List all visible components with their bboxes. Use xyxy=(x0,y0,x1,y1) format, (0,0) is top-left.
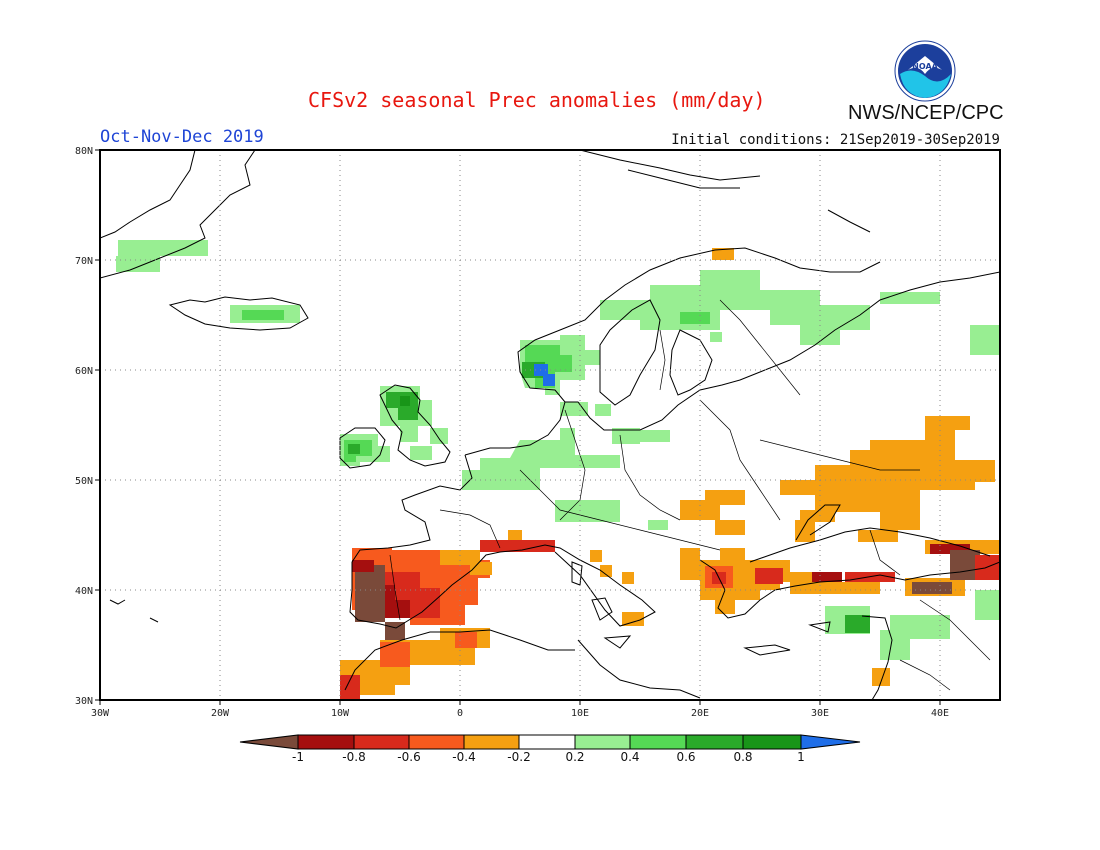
colorbar-label: -0.6 xyxy=(397,750,421,764)
colorbar-label: -1 xyxy=(292,750,304,764)
lon-label-30e: 30E xyxy=(811,708,829,719)
lat-label-60n: 60N xyxy=(75,366,93,377)
noaa-logo: NOAA xyxy=(894,40,956,102)
colorbar-label: 0.6 xyxy=(676,750,696,764)
tick-marks xyxy=(95,149,941,705)
colorbar-label: -0.8 xyxy=(342,750,366,764)
colorbar xyxy=(239,734,861,750)
lat-label-80n: 80N xyxy=(75,146,93,157)
colorbar-label: -0.4 xyxy=(452,750,476,764)
colorbar-swatch xyxy=(463,734,520,750)
country-borders xyxy=(389,299,991,691)
colorbar-swatch xyxy=(518,734,576,750)
season-label: Oct-Nov-Dec 2019 xyxy=(100,127,264,147)
lon-label-40e: 40E xyxy=(931,708,949,719)
logo-text: NOAA xyxy=(912,62,938,71)
lon-label-0: 0 xyxy=(457,708,463,719)
colorbar-swatch xyxy=(742,734,802,750)
colorbar-label: -0.2 xyxy=(507,750,531,764)
colorbar-arrow-low xyxy=(239,734,299,750)
colorbar-label: 0.8 xyxy=(733,750,753,764)
map-frame xyxy=(99,149,1001,701)
lon-label-30w: 30W xyxy=(91,708,110,719)
lat-label-30n: 30N xyxy=(75,696,93,707)
colorbar-swatch xyxy=(353,734,410,750)
colorbar-arrow-high xyxy=(800,734,861,750)
initial-conditions-label: Initial conditions: 21Sep2019-30Sep2019 xyxy=(671,132,1000,148)
agency-label: NWS/NCEP/CPC xyxy=(848,102,1004,124)
graticule xyxy=(100,150,1000,700)
colorbar-swatch xyxy=(408,734,465,750)
coastlines xyxy=(100,150,1000,700)
map-title: CFSv2 seasonal Prec anomalies (mm/day) xyxy=(308,88,766,112)
lat-label-40n: 40N xyxy=(75,586,93,597)
lon-label-20e: 20E xyxy=(691,708,709,719)
lon-label-10e: 10E xyxy=(571,708,589,719)
colorbar-swatch xyxy=(574,734,631,750)
lon-label-20w: 20W xyxy=(211,708,230,719)
lat-label-50n: 50N xyxy=(75,476,93,487)
lon-label-10w: 10W xyxy=(331,708,350,719)
colorbar-label: 0.2 xyxy=(565,750,585,764)
colorbar-swatch xyxy=(685,734,744,750)
colorbar-swatch xyxy=(297,734,355,750)
colorbar-swatch xyxy=(629,734,687,750)
lat-label-70n: 70N xyxy=(75,256,93,267)
colorbar-label: 0.4 xyxy=(620,750,640,764)
colorbar-label: 1 xyxy=(797,750,805,764)
